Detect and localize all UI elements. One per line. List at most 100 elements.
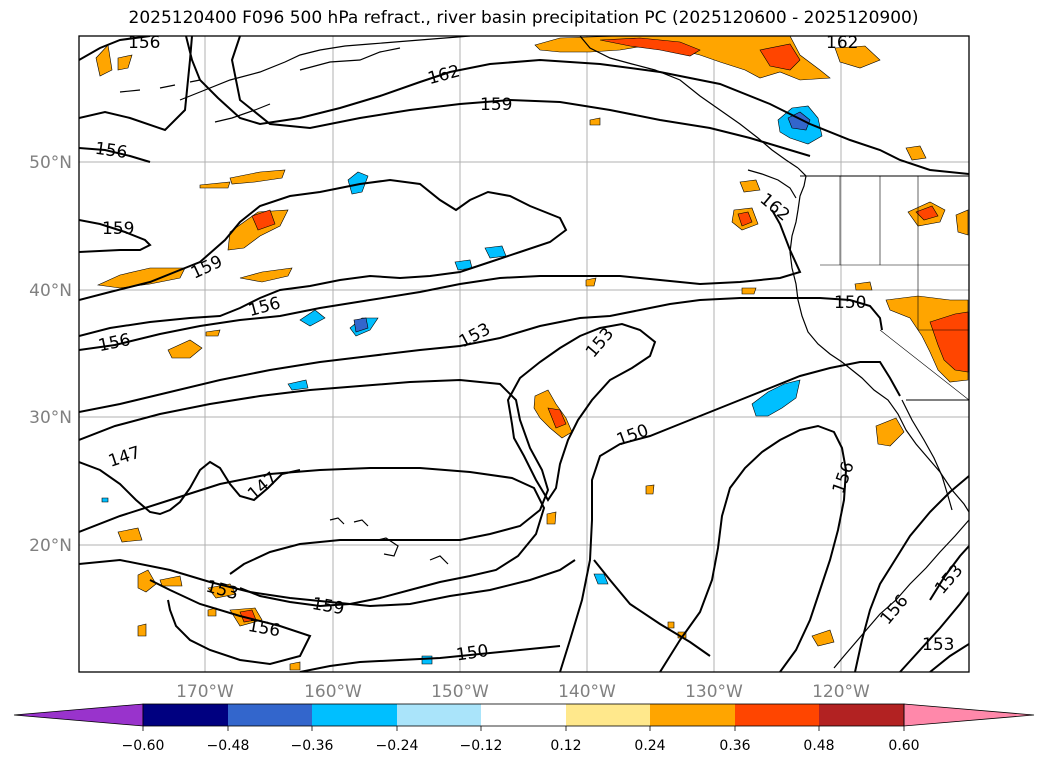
contour-153-central [79,297,883,413]
colorbar-tick-label: −0.36 [291,738,334,754]
precip-area-small-2 [159,575,687,671]
coastline-alaska-panhandle [579,36,799,169]
contour-147-west [79,460,301,516]
precip-area-small-1 [546,117,757,525]
contour-label: 159 [480,95,512,115]
colorbar-tick-label: −0.12 [460,738,503,754]
contour-label: 156 [94,139,129,163]
coastline-hawaii [329,517,449,565]
colorbar-segment [650,704,735,726]
colorbar-extend-high [903,703,1035,727]
contour-162-west [79,219,152,253]
colorbar-tick-label: 0.48 [803,738,834,754]
colorbar-extend-low [13,703,144,727]
contour-156-north-2 [79,147,151,163]
longitude-label: 170°W [176,682,234,702]
map-title: 2025120400 F096 500 hPa refract., river … [128,8,919,28]
colorbar-tick-label: 0.24 [634,738,665,754]
contour-label: 153 [922,635,954,655]
latitude-label: 40°N [29,281,72,301]
plot-area [79,36,969,672]
colorbar-tick-label: 0.12 [550,738,581,754]
colorbar-segment [397,704,481,726]
precip-area-mexico-coast [811,629,835,647]
coastline-alaska-peninsula [179,36,471,123]
precip-area-west-band [199,169,289,251]
colorbar-segment [819,704,904,726]
precip-area-gulf-alaska-core [599,37,801,71]
precip-negative-central-core [353,317,369,333]
coastline-aleutians [119,79,201,93]
longitude-label: 140°W [558,682,616,702]
coastlines [119,36,969,669]
precip-area-california-core [929,311,969,373]
colorbar-ticks [142,726,905,731]
coastline-bc [789,167,969,513]
contour-156-west [79,36,193,132]
colorbar-tick-label: 0.36 [719,738,750,754]
contour-label: 156 [128,33,160,53]
precip-negative-south [101,497,609,665]
contour-156-central [79,209,802,351]
latitude-label: 20°N [29,536,72,556]
precip-negative-east [751,379,801,417]
contour-label: 150 [455,641,490,665]
colorbar-segment [228,704,312,726]
precip-area-west-band-core [251,209,276,231]
longitude-label: 120°W [812,682,870,702]
coastline-vancouver-island [747,169,797,199]
precip-area-alaska-east [834,45,881,69]
contour-150-west [79,378,550,575]
contour-label: 159 [102,219,134,239]
precip-area-gulf-alaska [534,36,831,81]
contour-156-southeast [929,545,969,601]
border-states [820,176,969,401]
colorbar-segment [566,704,650,726]
contour-150-east [559,361,901,672]
political-borders [800,175,969,401]
coastline-baja [901,399,953,511]
precip-area-cutoff-low-core [547,407,567,429]
contour-159-north [230,36,811,157]
contour-cutoff-low [506,322,657,502]
contour-label: 162 [826,33,858,53]
colorbar-frame [142,703,905,727]
precip-area-alaska-west [95,44,133,77]
longitude-label: 150°W [431,682,489,702]
contour-153-bottom [929,643,969,672]
precip-area-south-west [117,527,263,637]
contour-153-southeast [899,591,969,672]
contour-162-north [185,36,969,175]
precip-area-idaho-core [915,205,939,221]
precip-area-bc-coast-core [737,211,753,227]
colorbar-tick-label: −0.60 [122,738,165,754]
latitude-labels: 50°N 40°N 30°N 20°N [29,153,72,556]
colorbar-tick-label: −0.48 [207,738,250,754]
contour-156-bottom [299,645,561,672]
contour-159-south [149,579,312,666]
latitude-label: 30°N [29,408,72,428]
contour-159-west [79,178,568,337]
precip-area-hawaii-north [167,329,221,359]
longitude-label: 130°W [685,682,743,702]
latitude-label: 50°N [29,153,72,173]
coastline-mexico-west [833,519,969,669]
colorbar-tick-label: −0.24 [376,738,419,754]
colorbar-segment [481,704,566,726]
plot-frame [78,35,970,673]
contour-156-north [79,36,151,61]
contour-156-south [79,558,711,657]
colorbar-segment [143,704,228,726]
contour-lines [79,36,969,672]
contour-147-east [659,424,848,672]
longitude-label: 160°W [304,682,362,702]
longitude-labels: 170°W 160°W 150°W 140°W 130°W 120°W [176,682,870,702]
colorbar-segment [312,704,397,726]
precip-area-nevada [854,281,905,447]
contour-150-southeast [854,475,969,672]
colorbar-segment [735,704,819,726]
colorbar: −0.60 −0.48 −0.36 −0.24 −0.12 0.12 0.24 … [13,703,1035,754]
contour-label: 150 [834,293,866,313]
colorbar-tick-label: 0.60 [888,738,919,754]
